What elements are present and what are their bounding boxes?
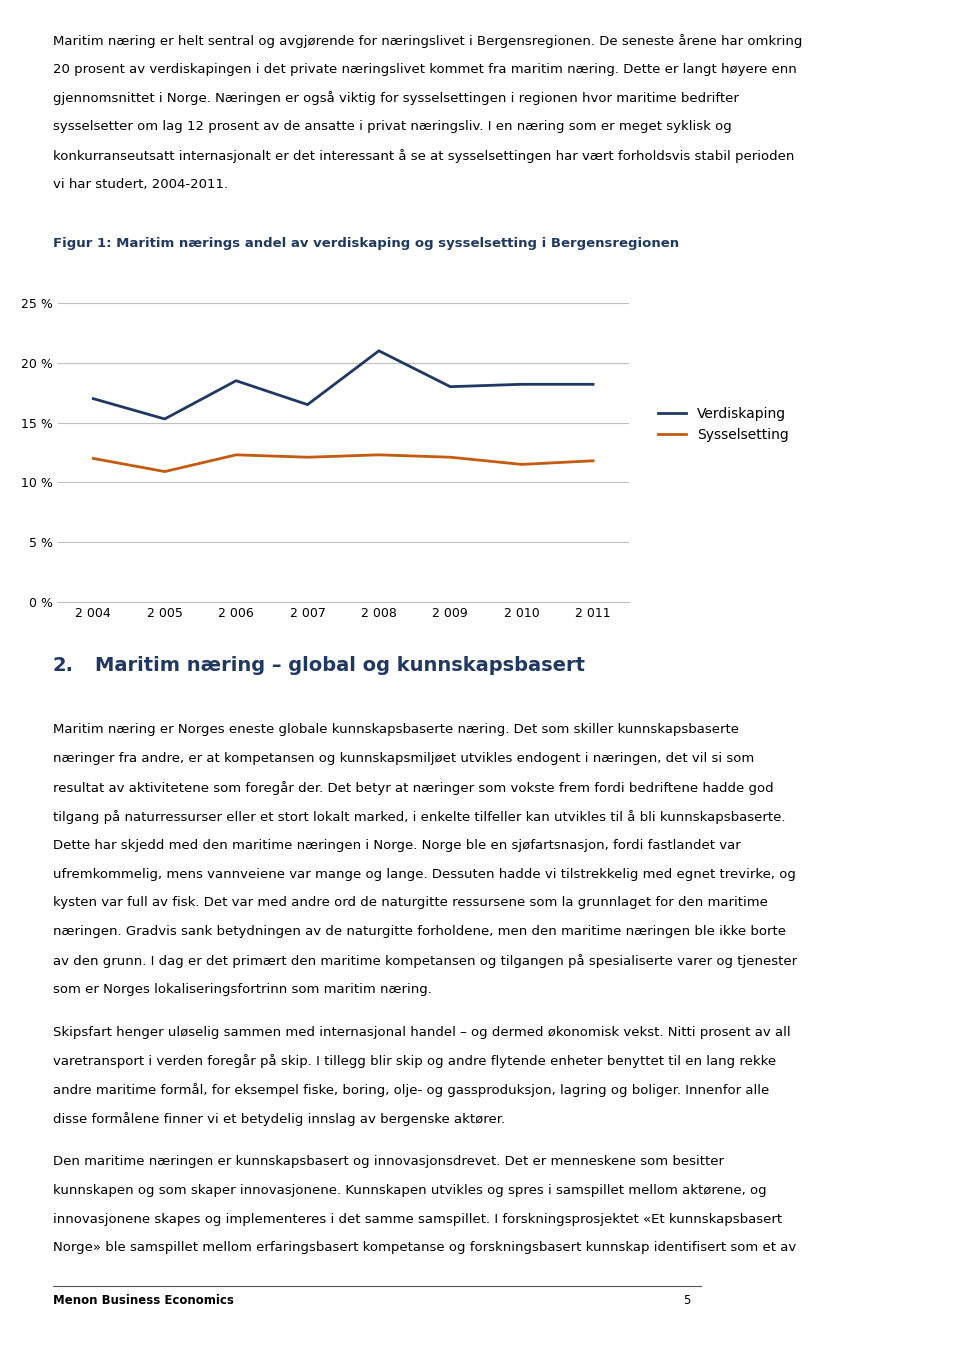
Text: kysten var full av fisk. Det var med andre ord de naturgitte ressursene som la g: kysten var full av fisk. Det var med and… xyxy=(53,896,768,909)
Text: av den grunn. I dag er det primært den maritime kompetansen og tilgangen på spes: av den grunn. I dag er det primært den m… xyxy=(53,955,797,968)
Text: resultat av aktivitetene som foregår der. Det betyr at næringer som vokste frem : resultat av aktivitetene som foregår der… xyxy=(53,780,774,795)
Text: næringen. Gradvis sank betydningen av de naturgitte forholdene, men den maritime: næringen. Gradvis sank betydningen av de… xyxy=(53,925,786,939)
Text: Maritim næring er helt sentral og avgjørende for næringslivet i Bergensregionen.: Maritim næring er helt sentral og avgjør… xyxy=(53,34,803,47)
Text: som er Norges lokaliseringsfortrinn som maritim næring.: som er Norges lokaliseringsfortrinn som … xyxy=(53,983,432,997)
Text: Maritim næring er Norges eneste globale kunnskapsbaserte næring. Det som skiller: Maritim næring er Norges eneste globale … xyxy=(53,722,739,736)
Text: 2.: 2. xyxy=(53,655,74,675)
Text: 20 prosent av verdiskapingen i det private næringslivet kommet fra maritim nærin: 20 prosent av verdiskapingen i det priva… xyxy=(53,62,797,75)
Text: disse formålene finner vi et betydelig innslag av bergenske aktører.: disse formålene finner vi et betydelig i… xyxy=(53,1112,505,1126)
Text: 5: 5 xyxy=(683,1294,690,1307)
Text: Dette har skjedd med den maritime næringen i Norge. Norge ble en sjøfartsnasjon,: Dette har skjedd med den maritime næring… xyxy=(53,839,740,851)
Text: næringer fra andre, er at kompetansen og kunnskapsmiljøet utvikles endogent i næ: næringer fra andre, er at kompetansen og… xyxy=(53,752,754,765)
Text: Figur 1: Maritim nærings andel av verdiskaping og sysselsetting i Bergensregione: Figur 1: Maritim nærings andel av verdis… xyxy=(53,237,679,250)
Text: tilgang på naturressurser eller et stort lokalt marked, i enkelte tilfeller kan : tilgang på naturressurser eller et stort… xyxy=(53,810,785,823)
Text: andre maritime formål, for eksempel fiske, boring, olje- og gassproduksjon, lagr: andre maritime formål, for eksempel fisk… xyxy=(53,1084,769,1098)
Text: RAPPORT: RAPPORT xyxy=(805,1305,879,1318)
Text: Menon Business Economics: Menon Business Economics xyxy=(53,1294,233,1307)
Text: Norge» ble samspillet mellom erfaringsbasert kompetanse og forskningsbasert kunn: Norge» ble samspillet mellom erfaringsba… xyxy=(53,1241,796,1255)
Text: kunnskapen og som skaper innovasjonene. Kunnskapen utvikles og spres i samspille: kunnskapen og som skaper innovasjonene. … xyxy=(53,1184,766,1197)
Text: ufremkommelig, mens vannveiene var mange og lange. Dessuten hadde vi tilstrekkel: ufremkommelig, mens vannveiene var mange… xyxy=(53,868,796,881)
Text: konkurranseutsatt internasjonalt er det interessant å se at sysselsettingen har : konkurranseutsatt internasjonalt er det … xyxy=(53,149,794,163)
Legend: Verdiskaping, Sysselsetting: Verdiskaping, Sysselsetting xyxy=(653,401,795,448)
Text: vi har studert, 2004-2011.: vi har studert, 2004-2011. xyxy=(53,178,228,191)
Text: Den maritime næringen er kunnskapsbasert og innovasjonsdrevet. Det er menneskene: Den maritime næringen er kunnskapsbasert… xyxy=(53,1154,724,1167)
Text: innovasjonene skapes og implementeres i det samme samspillet. I forskningsprosje: innovasjonene skapes og implementeres i … xyxy=(53,1213,782,1225)
Text: varetransport i verden foregår på skip. I tillegg blir skip og andre flytende en: varetransport i verden foregår på skip. … xyxy=(53,1054,776,1068)
Text: Skipsfart henger uløselig sammen med internasjonal handel – og dermed økonomisk : Skipsfart henger uløselig sammen med int… xyxy=(53,1025,790,1038)
Text: sysselsetter om lag 12 prosent av de ansatte i privat næringsliv. I en næring so: sysselsetter om lag 12 prosent av de ans… xyxy=(53,120,732,133)
Text: gjennomsnittet i Norge. Næringen er også viktig for sysselsettingen i regionen h: gjennomsnittet i Norge. Næringen er også… xyxy=(53,91,738,105)
Text: Maritim næring – global og kunnskapsbasert: Maritim næring – global og kunnskapsbase… xyxy=(95,655,585,675)
